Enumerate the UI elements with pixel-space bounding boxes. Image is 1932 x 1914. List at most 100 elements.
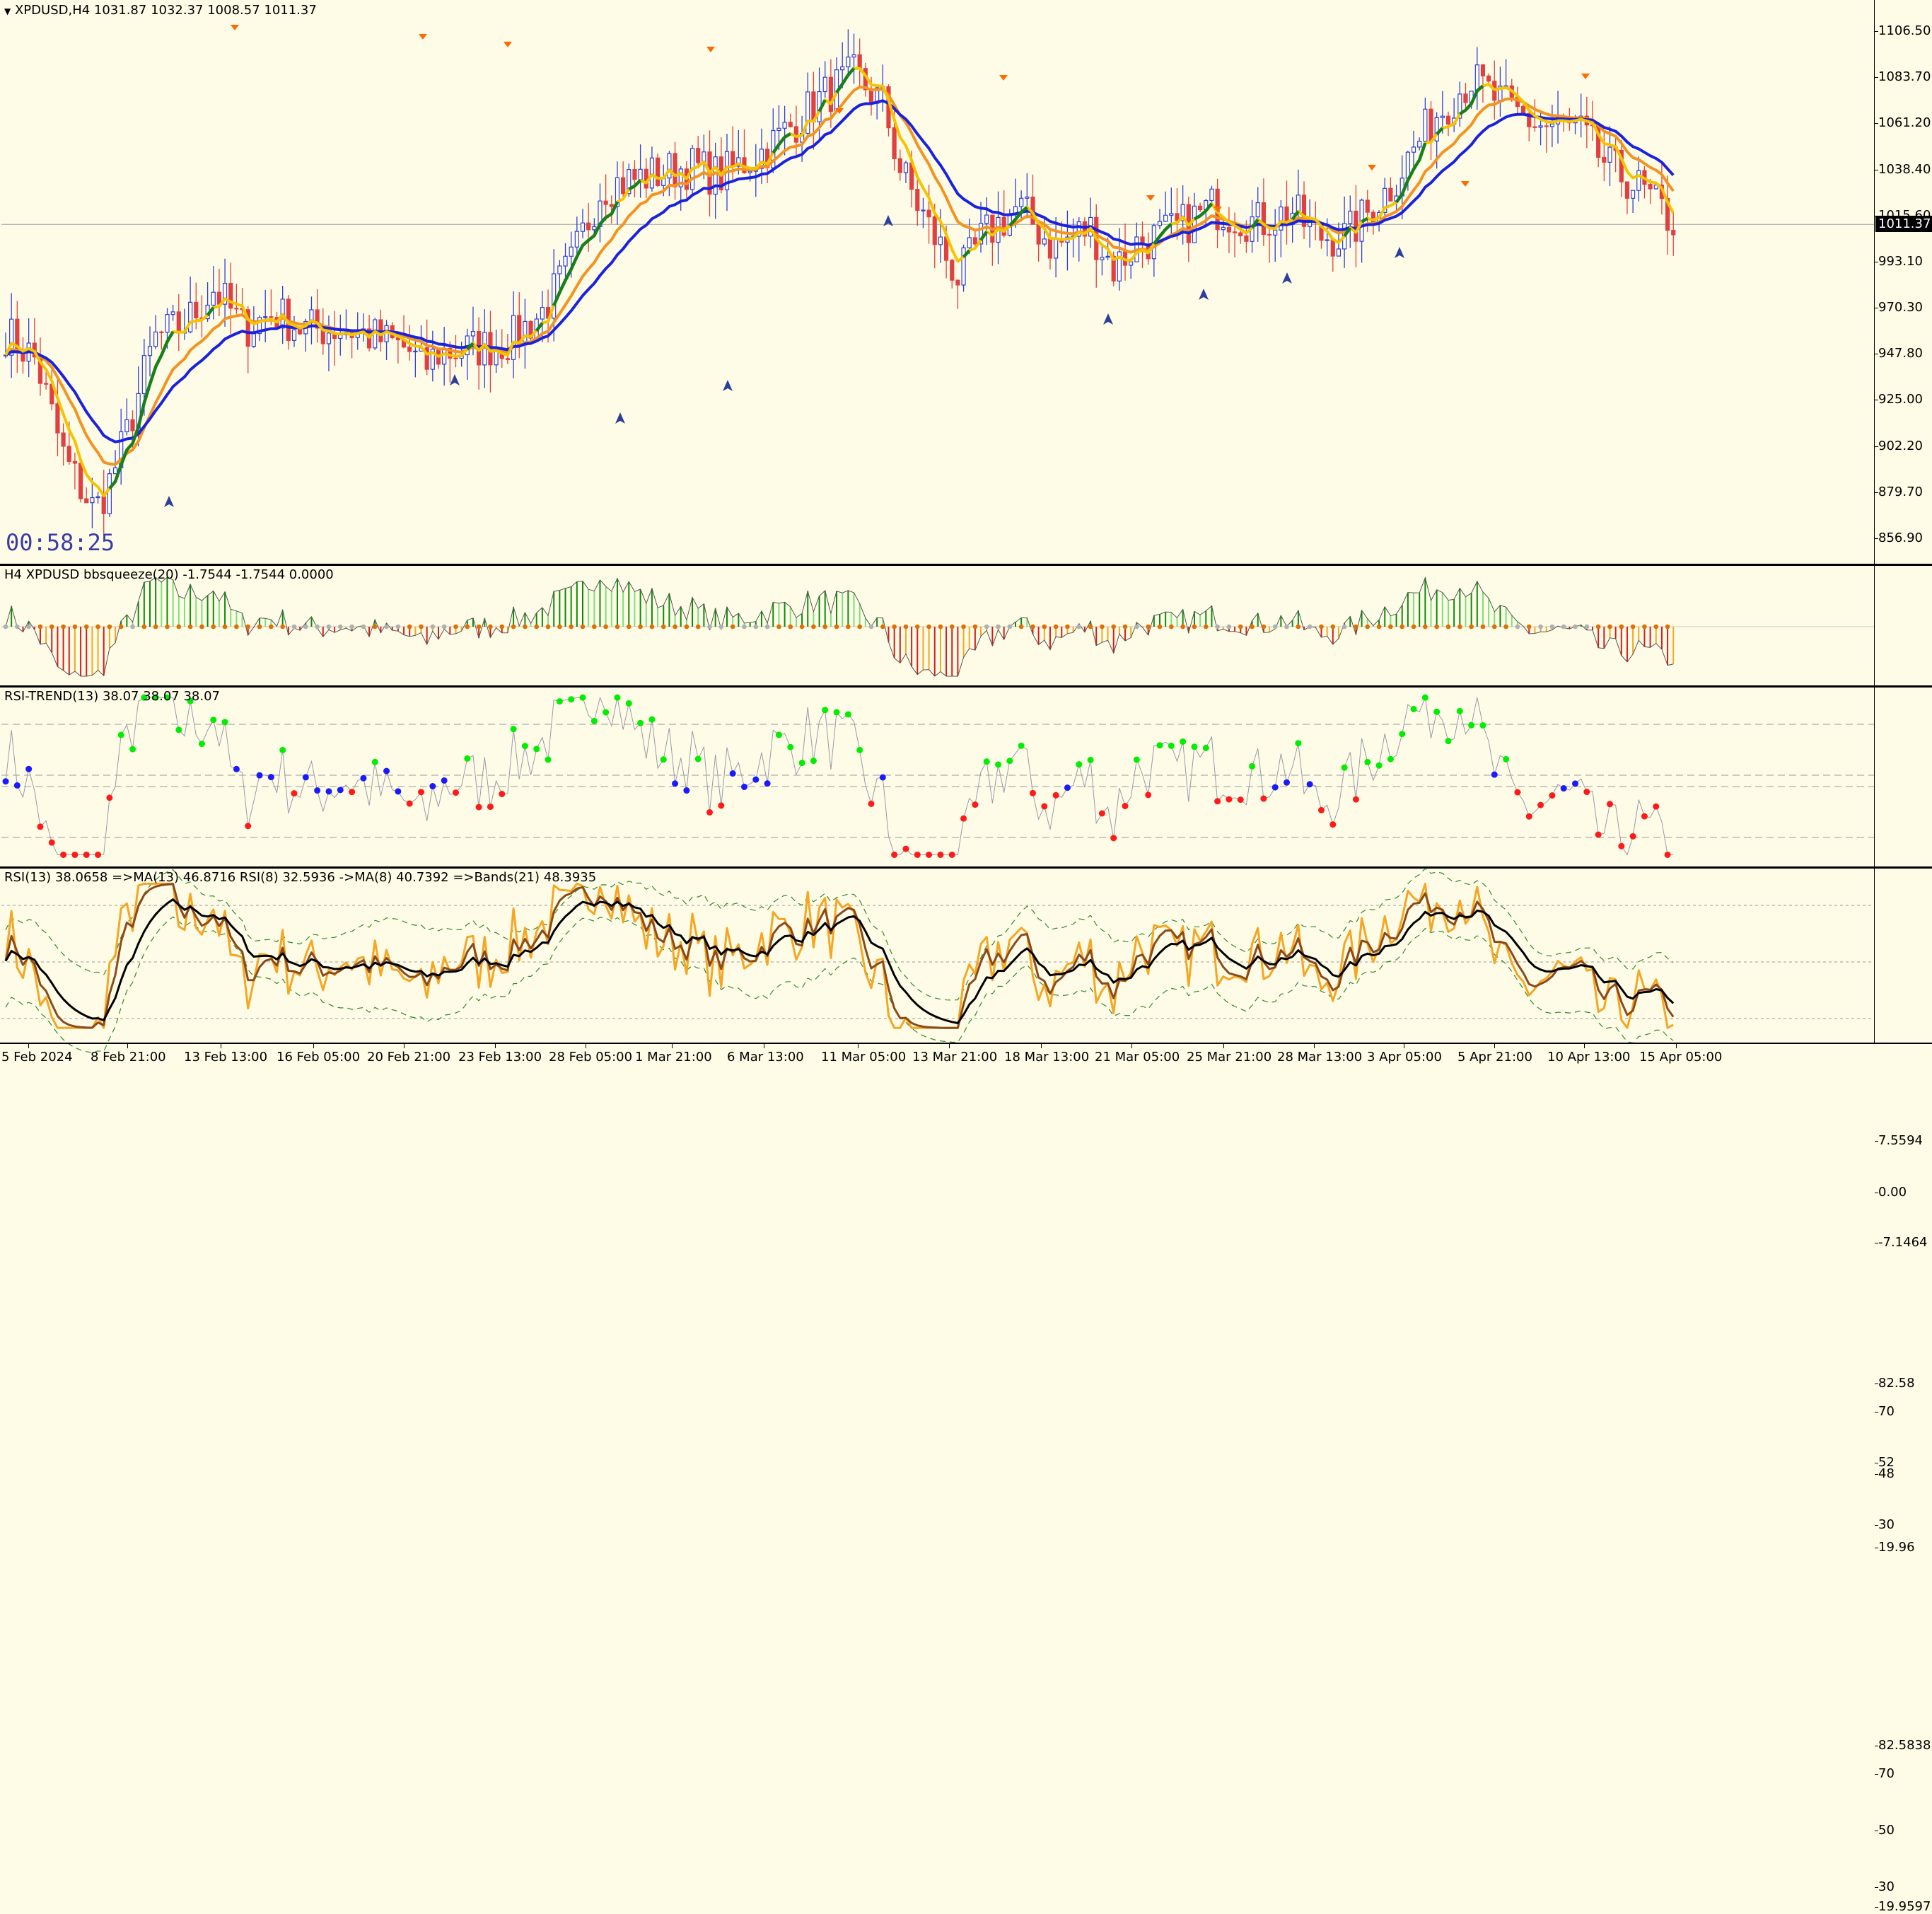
- candle-body: [1180, 204, 1185, 221]
- candle-body: [776, 127, 781, 132]
- squeeze-dot: [523, 624, 528, 630]
- candle-body: [528, 320, 533, 339]
- candle-body: [1336, 248, 1342, 257]
- candle-body: [338, 334, 343, 340]
- rsi-trend-dot: [902, 845, 909, 852]
- rsi-trend-dot: [1421, 694, 1428, 701]
- candle-body: [55, 403, 60, 434]
- bbsqueeze-pane[interactable]: H4 XPDUSD bbsqueeze(20) -1.7544 -1.7544 …: [0, 566, 1932, 1250]
- squeeze-dot: [315, 624, 320, 630]
- candle-body: [627, 169, 632, 195]
- axis-tick-mark: [1875, 1887, 1878, 1888]
- buy-arrow-icon: [1199, 289, 1209, 300]
- rsi-trend-dot: [1076, 761, 1083, 768]
- rsi-trend-plot-area[interactable]: [1, 688, 1875, 867]
- squeeze-dot: [626, 624, 632, 630]
- squeeze-dot: [1053, 624, 1059, 630]
- rsi-trend-pane[interactable]: RSI-TREND(13) 38.07 38.07 38.07 82.58 70 5…: [0, 688, 1932, 1555]
- candle-body: [828, 76, 833, 112]
- rsi-trend-dot: [683, 787, 690, 794]
- time-axis-label: 23 Feb 13:00: [458, 1050, 542, 1065]
- rsi-trend-dot: [1595, 831, 1602, 838]
- squeeze-dot: [441, 624, 447, 630]
- squeeze-dot: [730, 624, 735, 630]
- candle-body: [632, 169, 637, 180]
- candle-body: [678, 168, 683, 187]
- price-plot-area[interactable]: [1, 0, 1875, 564]
- rsi-trend-dot: [1664, 851, 1671, 858]
- sell-arrow-icon: [835, 108, 844, 114]
- rsi-trend-dot: [856, 746, 863, 753]
- axis-tick-mark: [1875, 492, 1878, 493]
- candle-body: [44, 383, 49, 385]
- axis-tick-mark: [1875, 77, 1878, 79]
- candle-body: [540, 306, 545, 320]
- squeeze-dot: [1261, 624, 1267, 630]
- candle-body: [112, 467, 118, 475]
- time-axis-label: 5 Apr 21:00: [1457, 1050, 1532, 1065]
- candle-body: [978, 223, 984, 245]
- candle-body: [1423, 108, 1428, 142]
- buy-arrow-icon: [1282, 272, 1292, 284]
- candle-body: [759, 149, 764, 169]
- rsi-trend-dot: [141, 694, 148, 701]
- time-axis-label: 3 Apr 05:00: [1367, 1050, 1442, 1065]
- candle-body: [696, 148, 701, 163]
- rsi-trend-dot: [948, 851, 955, 858]
- squeeze-dot: [1065, 624, 1070, 630]
- candle-body: [1520, 105, 1526, 115]
- candle-body: [315, 309, 320, 329]
- rsi-trend-dot: [983, 758, 990, 765]
- candle-body: [638, 168, 643, 180]
- main-chart-pane[interactable]: ▼ XPDUSD,H4 1031.87 1032.37 1008.57 1011…: [0, 0, 1932, 564]
- squeeze-dot: [384, 624, 389, 630]
- candle-body: [407, 347, 412, 352]
- candle-body: [442, 347, 447, 365]
- squeeze-dot: [811, 624, 816, 630]
- candle-body: [1025, 196, 1030, 199]
- rsi-trend-dot: [1399, 731, 1406, 738]
- rsi-ma-pane[interactable]: RSI(13) 38.0658 =>MA(13) 46.8716 RSI(8) …: [0, 868, 1932, 1914]
- candle-body: [1330, 239, 1335, 257]
- rsi-trend-line: [5, 696, 1674, 856]
- candle-body: [101, 496, 106, 514]
- time-axis-label: 18 Mar 13:00: [1004, 1050, 1090, 1065]
- squeeze-dot: [26, 624, 31, 630]
- squeeze-dot: [1030, 624, 1035, 630]
- axis-tick-mark: [1875, 1412, 1878, 1413]
- rsi-trend-dot: [1468, 721, 1475, 729]
- dropdown-triangle-icon[interactable]: ▼: [4, 6, 11, 16]
- rsi-trend-dot: [106, 794, 113, 801]
- candle-body: [1117, 251, 1122, 282]
- time-axis-tick: [858, 1044, 859, 1048]
- rsi-trend-dot: [648, 716, 656, 723]
- candle-body: [644, 168, 648, 189]
- axis-tick-label: 1038.40: [1878, 161, 1931, 177]
- squeeze-dot: [1480, 624, 1486, 630]
- rsi-trend-dot: [1375, 762, 1383, 769]
- time-axis-tick: [1223, 1044, 1224, 1048]
- rsi-ma-plot-area[interactable]: [1, 868, 1875, 1053]
- bbsqueeze-label: H4 XPDUSD bbsqueeze(20) -1.7544 -1.7544 …: [4, 567, 334, 582]
- rsi-trend-dot: [879, 774, 886, 781]
- rsi-trend-dot: [1514, 789, 1521, 796]
- rsi-trend-dot: [729, 770, 736, 777]
- candle-body: [557, 265, 562, 274]
- squeeze-dot: [1226, 624, 1232, 630]
- histogram-outline: [5, 576, 1674, 677]
- candle-body: [222, 283, 228, 305]
- candle-body: [903, 162, 909, 173]
- candle-body: [251, 332, 256, 347]
- sell-arrow-icon: [504, 42, 512, 47]
- squeeze-dot: [1376, 624, 1382, 630]
- candle-body: [228, 283, 233, 309]
- candle-body: [615, 177, 620, 207]
- candle-body: [915, 189, 920, 211]
- rsi-trend-dot: [1479, 721, 1486, 729]
- bbsqueeze-plot-area[interactable]: [1, 566, 1875, 686]
- axis-tick-label: 7.5594: [1878, 1133, 1923, 1148]
- candle-body: [926, 209, 931, 218]
- squeeze-dot: [1354, 624, 1358, 630]
- candle-body: [147, 346, 153, 356]
- candle-body: [470, 330, 476, 337]
